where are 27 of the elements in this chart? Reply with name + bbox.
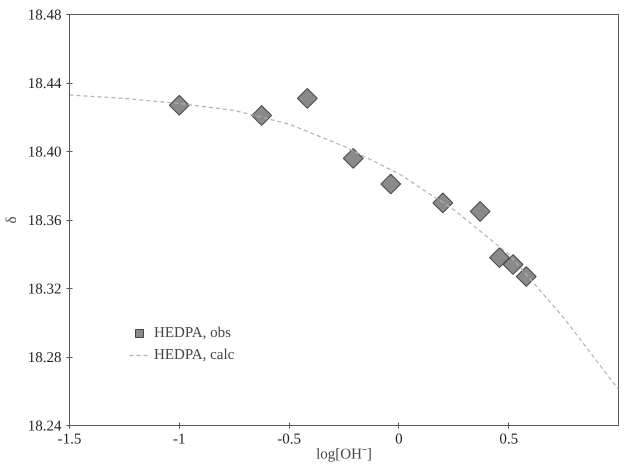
point — [342, 148, 364, 169]
y-tick-label: 18.28 — [28, 350, 62, 366]
legend-label: HEDPA, calc — [154, 346, 234, 364]
x-tick-label: -0.5 — [277, 432, 301, 448]
point — [296, 88, 318, 109]
point — [251, 105, 272, 126]
y-tick-label: 18.48 — [28, 8, 62, 24]
point — [470, 201, 491, 222]
x-tick-label: 0 — [395, 432, 403, 448]
y-tick-label: 18.44 — [28, 76, 62, 92]
y-tick-label: 18.40 — [28, 144, 62, 160]
x-tick-label: -1.5 — [58, 432, 82, 448]
x-tick-label: 0.5 — [499, 432, 518, 448]
legend-label: HEDPA, obs — [154, 324, 231, 342]
y-tick-label: 18.32 — [28, 282, 62, 298]
x-axis-title: log[OH⁻] — [316, 446, 372, 462]
x-tick-label: -1 — [173, 432, 186, 448]
y-tick-label: 18.24 — [28, 418, 62, 434]
point — [502, 254, 524, 275]
point — [432, 192, 454, 214]
point — [380, 174, 402, 194]
y-tick-label: 18.36 — [28, 213, 62, 229]
y-axis-title: δ — [4, 216, 20, 224]
point — [516, 266, 537, 287]
line-series — [70, 94, 618, 390]
point — [168, 94, 190, 116]
point — [489, 247, 510, 268]
